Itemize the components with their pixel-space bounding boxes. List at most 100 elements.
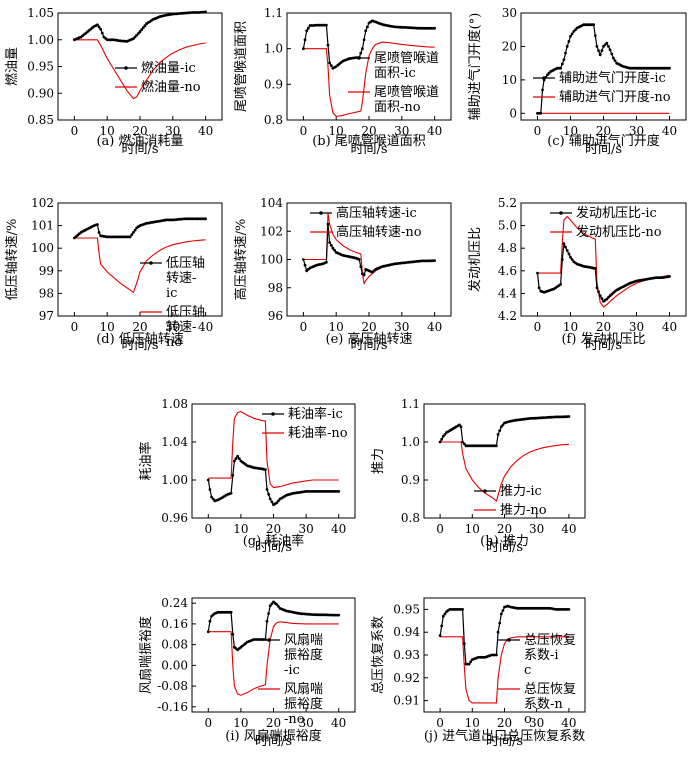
data-point [440, 437, 444, 441]
data-point [204, 10, 208, 14]
data-point [333, 248, 336, 252]
data-point [128, 235, 132, 239]
x-tick-label: 0 [436, 716, 444, 730]
data-point [567, 252, 571, 256]
data-point [233, 459, 236, 463]
data-point [562, 58, 566, 62]
data-point [277, 605, 280, 608]
legend-entry: 系数-i [524, 648, 559, 663]
data-point [99, 27, 102, 31]
x-tick-label: 10 [100, 320, 115, 334]
legend-entry: 辅助进气门开度-no [559, 89, 671, 105]
y-axis-label: 推力 [371, 448, 386, 474]
legend-entry: -ic [284, 663, 300, 678]
chart-panel-c: 0 10 20 30 40 0 10 20 30 时间/s 辅助进气门开度(°) (c) 辅助进气门开… [467, 6, 687, 157]
y-tick-label: 4.4 [498, 286, 517, 300]
x-tick-label: 30 [394, 320, 409, 334]
x-tick-label: 10 [465, 522, 480, 536]
x-tick-label: 20 [361, 320, 376, 334]
data-point [267, 612, 270, 615]
data-point [265, 619, 269, 623]
x-tick-label: 10 [329, 124, 344, 138]
y-tick-label: 4.8 [498, 241, 517, 255]
data-point [495, 653, 498, 657]
y-tick-label: 100 [260, 253, 283, 267]
data-point [572, 30, 576, 33]
plot-frame [423, 403, 586, 519]
data-point [206, 478, 210, 482]
legend-marker [271, 412, 275, 416]
data-point [467, 662, 471, 666]
data-point [567, 415, 571, 418]
x-tick-label: 30 [629, 124, 644, 138]
data-point [210, 495, 214, 499]
y-tick-label: 30 [502, 6, 517, 20]
y-tick-label: 99 [39, 264, 54, 278]
y-tick-label: 1.00 [161, 473, 188, 487]
chart-panel-a: 0 10 20 30 40 0.85 0.90 0.95 1.00 1.05 时间/s 燃油量 (a) … [4, 6, 223, 157]
data-point [613, 59, 617, 62]
legend-entry: no [166, 335, 182, 350]
data-point [608, 48, 612, 52]
data-point [267, 492, 270, 496]
data-point [306, 26, 310, 30]
y-tick-label: 98 [268, 281, 283, 295]
x-axis-label: 时间/s [350, 142, 387, 157]
data-point [237, 457, 241, 460]
data-point [443, 433, 447, 436]
data-point [268, 604, 272, 608]
data-point [204, 217, 208, 221]
y-axis-label: 低压轴转速/% [5, 219, 20, 301]
data-point [433, 259, 436, 262]
data-point [337, 613, 341, 617]
y-tick-label: 96 [268, 309, 283, 323]
legend-entry: -no [284, 712, 305, 727]
data-point [459, 425, 463, 429]
data-point [547, 71, 551, 75]
y-axis-label: 发动机压比 [467, 227, 483, 292]
data-point [438, 634, 442, 637]
data-point [234, 457, 238, 460]
legend-entry: 振裕度 [284, 647, 323, 663]
data-point [461, 608, 464, 611]
data-point [539, 111, 543, 115]
x-axis-label: 时间/s [585, 338, 622, 353]
data-point [607, 45, 610, 48]
y-tick-label: 0.85 [27, 113, 54, 127]
data-point [559, 283, 562, 286]
panel-caption: (i) 风扇喘振裕度 [225, 728, 321, 744]
data-point [264, 468, 267, 471]
data-point [96, 223, 99, 226]
data-point [231, 632, 235, 636]
data-point [441, 614, 445, 618]
chart-panel-j: 0 10 20 30 40 0.91 0.92 0.93 0.94 0.95 时间/s 总压恢复系数 (… [371, 597, 586, 749]
panel-caption: (b) 尾喷管喉道面积 [312, 134, 426, 149]
y-tick-label: 0.00 [161, 658, 188, 672]
x-tick-label: 40 [561, 716, 576, 730]
legend-entry: 风扇喘 [284, 632, 323, 648]
data-point [559, 66, 562, 70]
x-tick-label: 0 [204, 522, 212, 536]
data-point [325, 260, 328, 264]
data-point [326, 43, 330, 47]
x-tick-label: 30 [529, 716, 544, 730]
legend-entry: 低压轴 [166, 305, 205, 320]
x-tick-label: 40 [427, 124, 442, 138]
legend-entry: 振裕度 [284, 696, 323, 712]
x-tick-label: 20 [497, 522, 512, 536]
data-point [270, 602, 274, 606]
panel-caption: (c) 辅助进气门开度 [547, 133, 660, 149]
legend-entry: 尾喷管喉道 [374, 51, 439, 66]
y-tick-label: 1.08 [161, 397, 188, 411]
data-point [668, 66, 671, 70]
y-tick-label: 98 [39, 286, 54, 300]
data-point [275, 501, 279, 505]
y-tick-label: 0.94 [393, 625, 420, 639]
y-tick-label: 0 [509, 106, 517, 120]
data-point [229, 491, 233, 495]
data-point [326, 222, 330, 226]
legend-entry: 推力-no [500, 503, 547, 518]
y-axis-label: 尾喷管喉道面积 [234, 21, 249, 112]
panel-caption: (f) 发动机压比 [561, 331, 645, 347]
panel-caption: (h) 推力 [480, 534, 529, 549]
